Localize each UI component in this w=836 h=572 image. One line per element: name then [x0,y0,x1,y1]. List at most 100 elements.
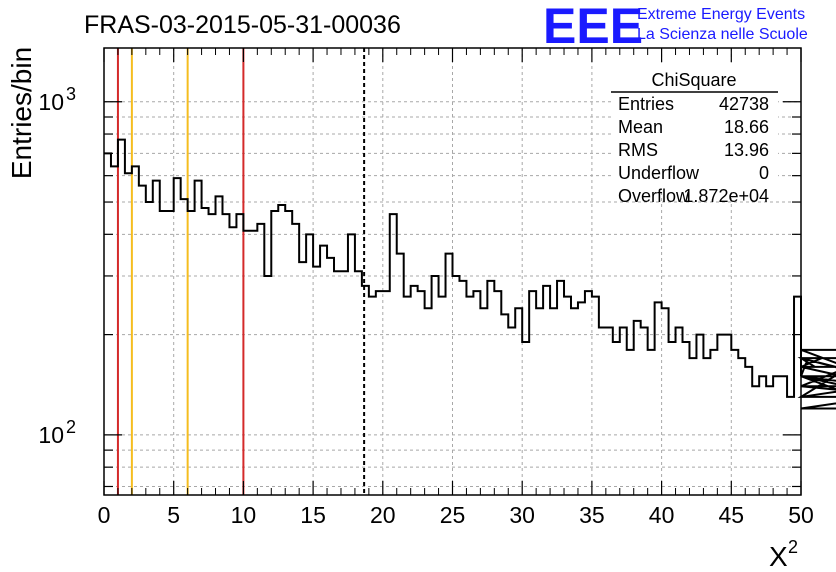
y-tick-exponent: 3 [66,84,76,104]
histogram-bin [118,140,125,495]
histogram-bin [745,367,752,495]
histogram-bin [648,350,655,495]
stats-value: 1.872e+04 [683,186,769,206]
stats-box: ChiSquare Entries 42738 Mean 18.66 RMS 13.96 U… [611,66,778,206]
histogram-bin [369,297,376,495]
histogram-bin [620,328,627,495]
histogram-bin [243,231,250,495]
histogram-bin [487,281,494,495]
histogram-bin [153,181,160,495]
histogram-bin [766,386,773,495]
histogram-bin [285,211,292,495]
stats-value: 42738 [719,94,769,114]
eee-logo: EEE Extreme Energy Events La Scienza nel… [543,0,808,54]
stats-label: RMS [618,140,658,160]
histogram-bin [390,214,397,495]
histogram-bin [432,276,439,495]
histogram-bin [376,291,383,495]
histogram-bin [578,302,585,495]
histogram-bin [195,181,202,495]
histogram-bin [404,297,411,495]
histogram-bin [439,297,446,495]
y-tick-label: 10 [38,422,64,448]
stats-value: 0 [759,163,769,183]
histogram-bin [181,199,188,495]
histogram-line [104,138,836,410]
histogram-bin [669,342,676,495]
histogram-bin [780,376,787,495]
histogram-bin [320,246,327,495]
histogram-bin [494,291,501,495]
histogram-bin [473,291,480,495]
reference-lines [116,48,366,495]
histogram-bin [480,308,487,495]
x-tick-label: 5 [167,502,180,528]
histogram-bin [515,308,522,495]
histogram-bin [571,308,578,495]
x-axis-label: X 2 [769,537,798,572]
stats-label: Overflow [618,186,690,206]
histogram-bin [132,166,139,495]
histogram-bin [362,286,369,495]
histogram-bin [738,358,745,495]
histogram-bin [348,234,355,495]
histogram-bin [703,358,710,495]
histogram-series [104,138,836,495]
histogram-bin [299,262,306,495]
histogram-bin [292,224,299,495]
histogram-bin [418,291,425,495]
x-axis-label-sup: 2 [788,537,798,557]
stats-rows: Entries 42738 Mean 18.66 RMS 13.96 Underflow 0 O… [618,94,769,206]
histogram-bin [334,271,341,495]
x-axis-label-base: X [769,541,788,572]
histogram-bin [139,186,146,495]
x-tick-label: 50 [788,502,814,528]
histogram-bin [383,291,390,495]
histogram-bin [606,328,613,495]
histogram-bin [501,314,508,495]
eee-logo-line1: Extreme Energy Events [637,6,805,23]
histogram-bin [236,214,243,495]
x-tick-label: 20 [370,502,396,528]
x-tick-label: 45 [719,502,745,528]
stats-label: Underflow [618,163,700,183]
histogram-bin [188,211,195,495]
histogram-bin [216,196,223,495]
histogram-bin [425,308,432,495]
histogram-bin [313,267,320,495]
histogram-bin [613,342,620,495]
histogram-bin [466,297,473,495]
x-tick-label: 30 [509,502,535,528]
stats-value: 13.96 [724,140,769,160]
stats-label: Entries [618,94,674,114]
histogram-bin [550,308,557,495]
histogram-bin [278,205,285,495]
histogram-bin [717,335,724,495]
histogram-bin [167,211,174,495]
x-tick-label: 0 [98,502,111,528]
histogram-bin [710,350,717,495]
eee-logo-line2: La Scienza nelle Scuole [637,26,808,43]
histogram-bin [759,376,766,495]
histogram-bin [641,328,648,495]
histogram-bin [104,153,111,495]
histogram-bin [794,297,801,495]
eee-logo-mark: EEE [543,0,643,54]
histogram-bin [752,386,759,495]
histogram-bin [229,227,236,495]
histogram-bin [125,173,132,495]
histogram-bin [508,328,515,495]
y-axis-label: Entries/bin [6,47,37,179]
histogram-bin [599,328,606,495]
x-tick-label: 35 [579,502,605,528]
histogram-bin [731,350,738,495]
histogram-bin [683,342,690,495]
histogram-bin [634,321,641,495]
histogram-bin [257,224,264,495]
histogram-bin [696,335,703,495]
stats-label: Mean [618,117,663,137]
histogram-bin [689,358,696,495]
histogram-bin [655,302,662,495]
y-tick-exponent: 2 [66,417,76,437]
